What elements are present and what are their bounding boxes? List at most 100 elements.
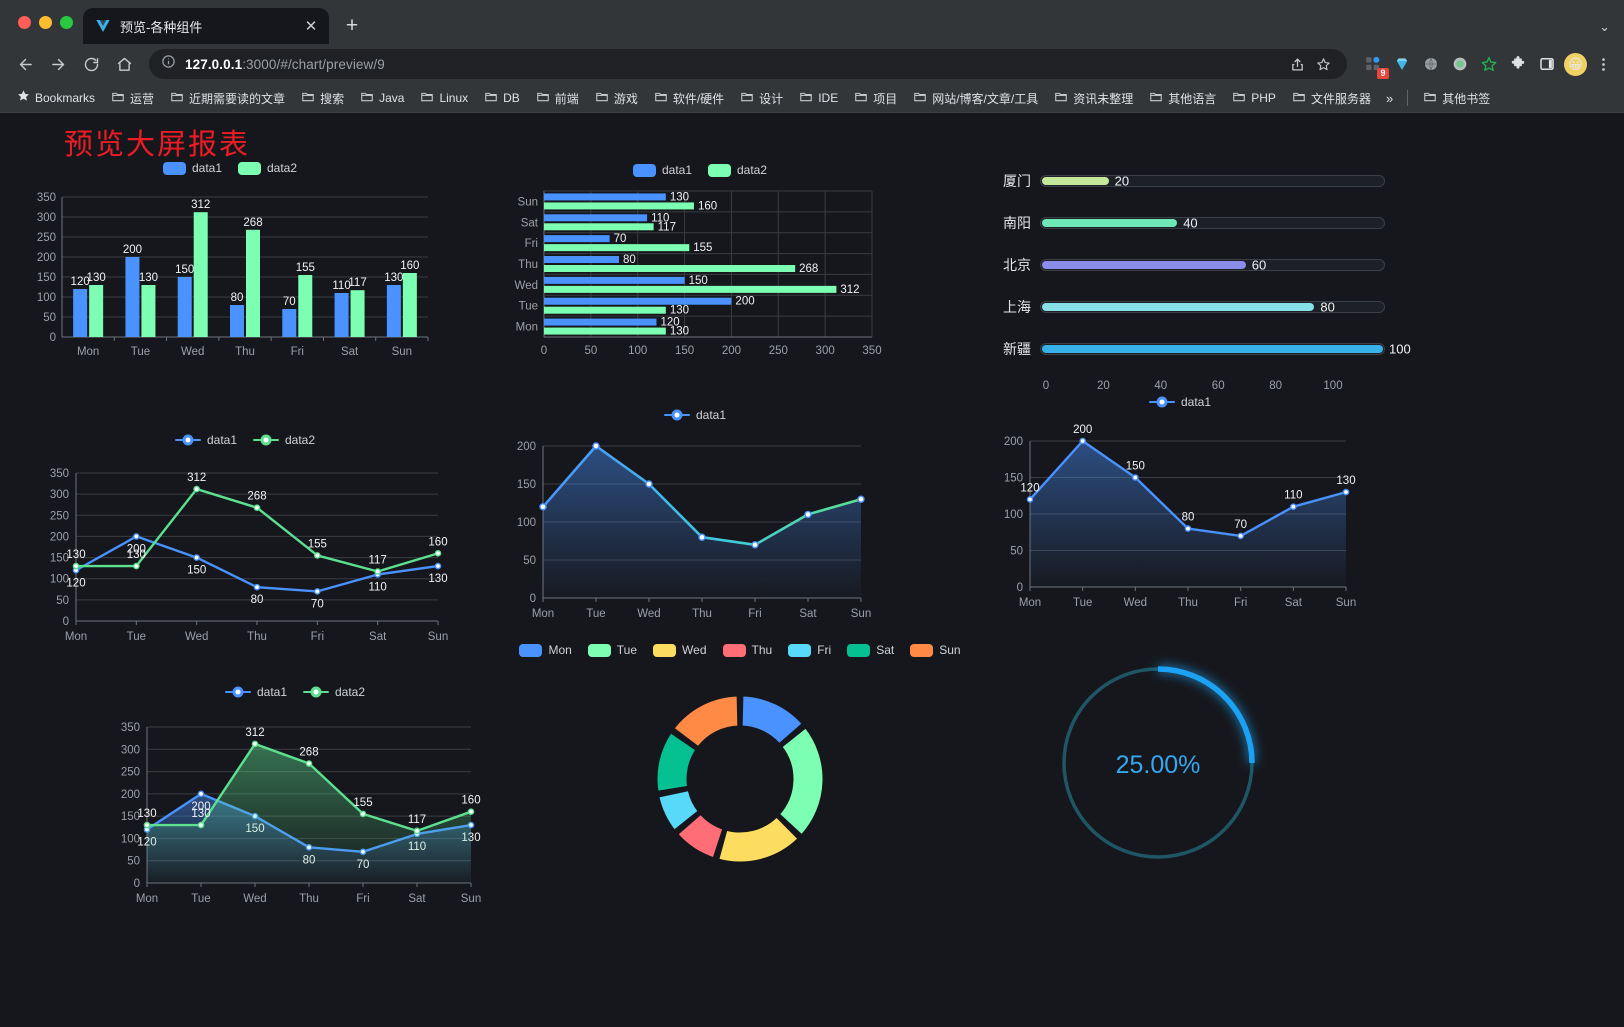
folder-icon	[913, 89, 927, 108]
bookmarks-root-item[interactable]: Bookmarks	[10, 86, 102, 110]
svg-text:312: 312	[245, 727, 264, 739]
bookmark-label: 文件服务器	[1310, 91, 1371, 106]
svg-text:130: 130	[670, 305, 689, 317]
bookmark-folder-10[interactable]: IDE	[792, 86, 845, 111]
svg-text:Sat: Sat	[521, 217, 539, 229]
svg-text:150: 150	[50, 553, 69, 565]
progress-track: 40	[1040, 216, 1385, 231]
legend-swatch	[653, 643, 677, 657]
svg-text:120: 120	[1020, 482, 1039, 494]
bookmark-folder-11[interactable]: 项目	[847, 86, 904, 111]
bookmark-folder-3[interactable]: Java	[353, 86, 411, 111]
bookmark-folder-16[interactable]: 文件服务器	[1285, 86, 1378, 111]
new-tab-button[interactable]: +	[345, 14, 359, 37]
svg-text:150: 150	[689, 275, 708, 287]
bookmark-folder-1[interactable]: 近期需要读的文章	[163, 86, 292, 111]
svg-text:150: 150	[675, 345, 694, 357]
extensions-grid-icon[interactable]: 9	[1361, 52, 1389, 79]
bookmark-folder-5[interactable]: DB	[477, 86, 527, 111]
legend-item-data1[interactable]: data1	[1148, 395, 1211, 409]
share-icon[interactable]	[1285, 52, 1309, 76]
chart-line-double: 0 50 100 150 200 250 300 350 Mon Tue Wed Thu Fri Sat S…	[50, 468, 448, 643]
svg-text:350: 350	[37, 192, 56, 204]
minimize-window-button[interactable]	[39, 15, 52, 29]
legend-item-sun[interactable]: Sun	[910, 643, 961, 657]
legend-label: data1	[206, 433, 237, 447]
bookmark-folder-15[interactable]: PHP	[1225, 86, 1283, 111]
legend-item-data2[interactable]: data2	[303, 685, 365, 699]
legend-donut: Mon Tue Wed Thu Fri Sat Sun	[519, 643, 961, 657]
green-circle-icon[interactable]	[1448, 52, 1472, 76]
extension-icons: 9 😀	[1357, 49, 1614, 79]
close-window-button[interactable]	[18, 15, 31, 29]
info-circle-icon[interactable]	[161, 54, 176, 74]
svg-text:Sat: Sat	[799, 608, 817, 620]
home-icon[interactable]	[109, 49, 139, 79]
legend-item-data1[interactable]: data1	[224, 685, 287, 699]
reload-icon[interactable]	[76, 49, 106, 79]
dashboard-page: 预览大屏报表 data1 data2 0 50 100 150 200 250 300 350 M…	[0, 113, 1624, 1027]
back-arrow-icon[interactable]	[10, 49, 40, 79]
svg-text:100: 100	[517, 517, 536, 529]
bookmark-folder-7[interactable]: 游戏	[588, 86, 645, 111]
legend-item-sat[interactable]: Sat	[847, 643, 894, 657]
donut-slice-fri[interactable]	[656, 788, 701, 833]
three-dot-menu-icon[interactable]	[1592, 49, 1614, 79]
avatar[interactable]: 😀	[1564, 52, 1587, 76]
legend-item-data1[interactable]: data1	[162, 161, 222, 175]
donut-slice-mon[interactable]	[739, 693, 805, 747]
legend-item-thu[interactable]: Thu	[722, 643, 772, 657]
other-bookmarks-item[interactable]: 其他书签	[1416, 86, 1497, 111]
bookmark-folder-2[interactable]: 搜索	[294, 86, 351, 111]
forward-arrow-icon[interactable]	[43, 49, 73, 79]
folder-icon	[799, 89, 813, 108]
minimize-toolbar-button[interactable]: ⌄	[1599, 19, 1610, 34]
svg-text:0: 0	[50, 332, 56, 344]
green-star-icon[interactable]	[1477, 52, 1501, 76]
donut-slice-wed[interactable]	[716, 814, 801, 865]
legend-item-data1[interactable]: data1	[174, 433, 237, 447]
legend-item-wed[interactable]: Wed	[653, 643, 707, 657]
progress-row-1: 南阳 40	[985, 213, 1385, 233]
legend-label: data2	[335, 685, 366, 699]
maximize-window-button[interactable]	[60, 15, 73, 29]
bookmark-folder-9[interactable]: 设计	[733, 86, 790, 111]
bookmark-folder-13[interactable]: 资讯未整理	[1047, 86, 1140, 111]
bookmark-folder-12[interactable]: 网站/博客/文章/工具	[906, 86, 1045, 111]
chart-panel-area-single: data1 0 50 100 150 200 Mon Tue Wed Thu Fri Sat Sun 1…	[980, 395, 1380, 625]
legend-item-mon[interactable]: Mon	[519, 643, 572, 657]
legend-item-data2[interactable]: data2	[253, 433, 315, 447]
legend-item-fri[interactable]: Fri	[788, 643, 831, 657]
legend-label: Sun	[939, 643, 961, 657]
legend-item-tue[interactable]: Tue	[587, 643, 637, 657]
legend-item-data1[interactable]: data1	[663, 408, 726, 422]
legend-item-data2[interactable]: data2	[708, 163, 767, 177]
puzzle-icon[interactable]	[1506, 52, 1530, 76]
browser-tab[interactable]: 预览-各种组件 ✕	[83, 8, 329, 44]
bookmark-folder-8[interactable]: 软件/硬件	[647, 86, 731, 111]
address-bar[interactable]: 127.0.0.1:3000/#/chart/preview/9	[149, 49, 1347, 79]
bookmark-folder-14[interactable]: 其他语言	[1142, 86, 1223, 111]
legend-item-data2[interactable]: data2	[238, 161, 297, 175]
globe-gray-icon[interactable]	[1419, 52, 1443, 76]
bookmark-star-icon[interactable]	[1311, 52, 1335, 76]
bookmark-folder-6[interactable]: 前端	[529, 86, 586, 111]
svg-text:Fri: Fri	[748, 608, 761, 620]
bookmark-folder-0[interactable]: 运营	[104, 86, 161, 111]
progress-row-3: 上海 80	[985, 297, 1385, 317]
tab-title: 预览-各种组件	[120, 19, 203, 35]
donut-slice-sun[interactable]	[671, 693, 741, 750]
bookmark-folder-4[interactable]: Linux	[413, 86, 475, 111]
bookmarks-bar: Bookmarks 运营 近期需要读的文章 搜索 Java Linux DB 前端 游戏 软件/…	[0, 84, 1624, 113]
donut-slice-thu[interactable]	[675, 811, 726, 861]
svg-text:Tue: Tue	[519, 301, 538, 313]
folder-icon	[420, 89, 434, 108]
donut-slice-sat[interactable]	[654, 730, 699, 794]
side-panel-icon[interactable]	[1535, 52, 1559, 76]
donut-slice-tue[interactable]	[776, 725, 826, 838]
diamond-icon[interactable]	[1390, 52, 1414, 76]
bookmarks-overflow-button[interactable]: »	[1385, 90, 1394, 106]
legend-item-data1[interactable]: data1	[632, 163, 692, 177]
close-tab-button[interactable]: ✕	[304, 18, 318, 35]
svg-text:350: 350	[50, 468, 69, 480]
